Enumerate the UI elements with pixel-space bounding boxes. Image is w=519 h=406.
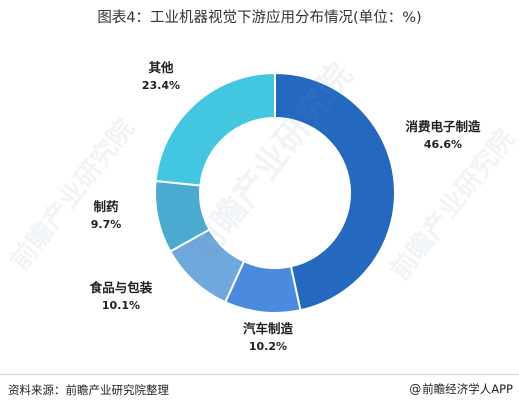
slice-5 [154,71,276,187]
slice-label-2: 汽车制造 [243,321,294,336]
slice-label-3: 食品与包装 [89,280,153,295]
slice-value-2: 10.2% [249,340,287,353]
footer-divider [0,374,519,375]
source-note: 资料来源：前瞻产业研究院整理 [8,383,169,397]
chart-title: 图表4：工业机器视觉下游应用分布情况(单位：%) [97,10,422,26]
slice-value-1: 46.6% [424,138,462,151]
slice-label-1: 消费电子制造 [405,119,481,134]
slice-value-5: 23.4% [142,79,180,92]
slice-1 [274,71,396,312]
slice-value-4: 9.7% [91,218,122,231]
slice-label-4: 制药 [93,199,119,214]
slice-value-3: 10.1% [102,299,140,312]
donut-chart: 消费电子制造 46.6% 汽车制造 10.2% 食品与包装 10.1% 制药 9.7% 其他 23… [89,60,481,353]
brand-label: 前瞻经济学人APP [422,382,513,396]
slice-label-5: 其他 [148,60,174,75]
at-icon: @ [409,382,422,396]
brand-credit: @前瞻经济学人APP [409,381,513,397]
